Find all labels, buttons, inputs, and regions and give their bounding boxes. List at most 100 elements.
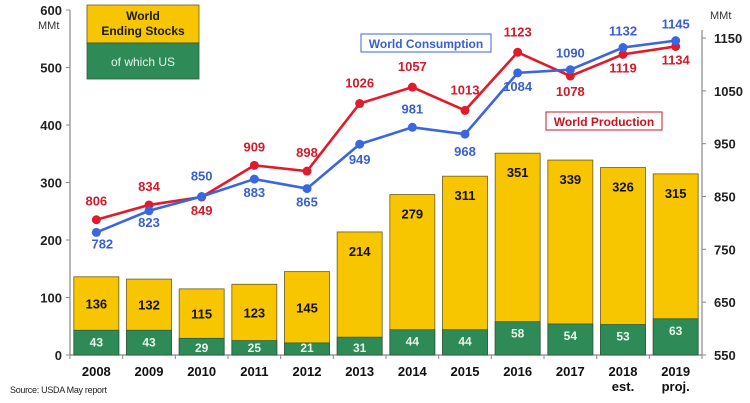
us-value-label: 25 [248, 341, 262, 355]
legend-stocks-line2: Ending Stocks [101, 24, 185, 38]
us-value-label: 43 [142, 335, 156, 349]
bar-us-stocks [442, 329, 488, 356]
bar-value-label: 351 [507, 165, 529, 180]
production-value-label: 849 [191, 203, 213, 218]
bar-value-label: 279 [401, 207, 423, 222]
consumption-point [302, 184, 312, 194]
consumption-value-label: 1090 [556, 46, 585, 61]
legend-us-swatch [86, 42, 200, 80]
bar-us-stocks [547, 323, 594, 356]
bar-world-stocks [284, 271, 330, 356]
legend-production-label: World Production [554, 115, 654, 129]
production-point [355, 99, 365, 109]
right-tick-label: 750 [714, 242, 736, 257]
us-value-label: 44 [458, 335, 472, 349]
left-axis-unit: MMt [38, 20, 59, 32]
left-tick-label: 200 [40, 233, 62, 248]
bar-world-stocks [547, 159, 594, 356]
consumption-value-label: 782 [91, 236, 113, 251]
bar-value-label: 123 [243, 305, 265, 320]
year-label: 2018 [609, 364, 638, 379]
right-tick-label: 650 [714, 295, 736, 310]
right-tick-label: 550 [714, 348, 736, 363]
consumption-point [618, 43, 628, 53]
us-value-label: 29 [195, 341, 209, 355]
right-tick-label: 850 [714, 190, 736, 205]
consumption-point [197, 192, 207, 201]
production-point [249, 160, 259, 170]
left-tick-label: 500 [40, 61, 62, 76]
bar-value-label: 115 [191, 307, 212, 322]
consumption-point [671, 36, 681, 46]
bar-value-label: 326 [612, 180, 634, 195]
consumption-point [565, 65, 575, 75]
bar-us-stocks [284, 342, 330, 356]
legend-us-label: of which US [111, 55, 175, 69]
left-tick-label: 300 [40, 176, 62, 191]
production-point [302, 166, 312, 176]
production-point [460, 105, 470, 115]
left-tick-label: 0 [55, 348, 62, 363]
production-point [91, 215, 101, 225]
production-value-label: 1013 [451, 82, 480, 97]
consumption-value-label: 981 [401, 101, 423, 116]
bar-world-stocks [336, 231, 383, 356]
consumption-value-label: 883 [243, 185, 265, 200]
consumption-value-label: 1084 [503, 79, 533, 94]
right-tick-label: 1150 [714, 31, 742, 46]
year-label: 2016 [503, 364, 532, 379]
legend-consumption-label: World Consumption [369, 37, 483, 51]
consumption-point [407, 122, 417, 132]
production-value-label: 1119 [609, 60, 637, 75]
consumption-value-label: 823 [138, 215, 160, 230]
year-label: 2014 [398, 364, 428, 379]
left-tick-label: 100 [40, 291, 62, 306]
year-sublabel: est. [612, 379, 634, 394]
bar-value-label: 214 [349, 244, 371, 259]
year-label: 2009 [135, 364, 164, 379]
year-label: 2015 [451, 364, 480, 379]
production-value-label: 1057 [398, 59, 427, 74]
bar-value-label: 132 [138, 298, 160, 313]
bar-us-stocks [336, 336, 383, 356]
consumption-point [249, 174, 259, 184]
us-value-label: 58 [511, 327, 525, 341]
bar-us-stocks [126, 329, 172, 356]
production-value-label: 806 [85, 194, 107, 209]
consumption-value-label: 865 [296, 195, 318, 210]
left-tick-label: 400 [40, 118, 62, 133]
us-value-label: 53 [616, 330, 630, 344]
us-value-label: 44 [406, 335, 420, 349]
bar-value-label: 339 [559, 172, 581, 187]
bar-us-stocks [178, 337, 225, 356]
consumption-value-label: 850 [191, 169, 213, 184]
production-point [565, 71, 575, 81]
bar-value-label: 145 [296, 300, 318, 315]
production-point [618, 49, 628, 59]
production-value-label: 909 [243, 139, 265, 154]
production-value-label: 1123 [504, 24, 532, 39]
source-note: Source: USDA May report [10, 385, 107, 395]
legend-consumption-box [360, 33, 492, 53]
right-tick-label: 1050 [714, 84, 743, 99]
bar-us-stocks [652, 318, 699, 356]
bar-value-label: 136 [85, 297, 107, 312]
consumption-value-label: 968 [454, 144, 476, 159]
right-tick-label: 950 [714, 137, 736, 152]
year-sublabel: proj. [662, 379, 690, 394]
consumption-point [460, 129, 470, 139]
left-tick-label: 600 [40, 3, 62, 18]
bar-world-stocks [389, 194, 436, 356]
us-value-label: 63 [669, 324, 683, 338]
year-label: 2011 [240, 364, 268, 379]
consumption-point [513, 68, 523, 78]
production-value-label: 834 [138, 179, 160, 194]
consumption-point [355, 139, 365, 149]
production-point [407, 82, 417, 92]
consumption-point [144, 206, 154, 216]
bar-value-label: 315 [665, 186, 687, 201]
consumption-value-label: 1132 [609, 24, 637, 39]
bar-us-stocks [231, 340, 278, 356]
